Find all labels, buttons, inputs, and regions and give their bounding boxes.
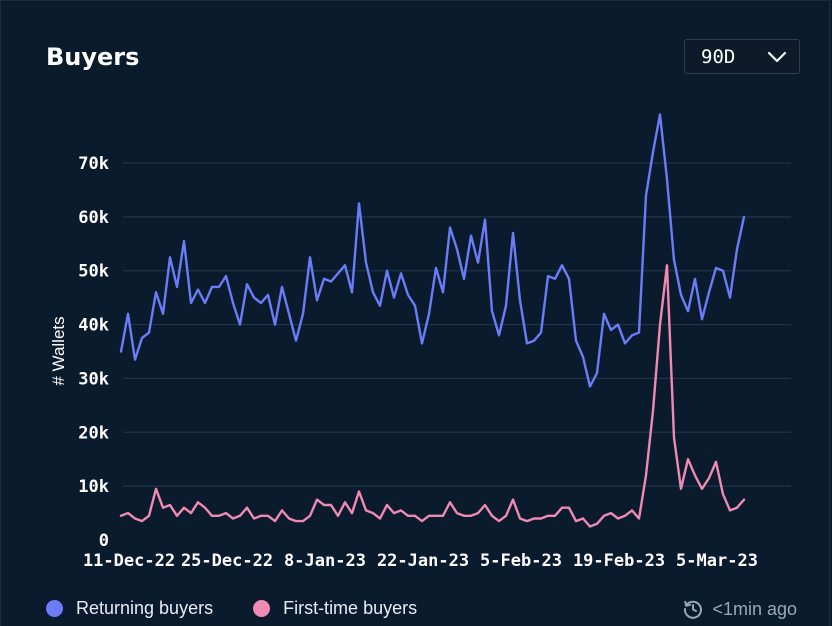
- legend-label-first-time: First-time buyers: [283, 598, 418, 618]
- x-tick-label: 5-Feb-23: [480, 551, 562, 571]
- y-tick-label: 40k: [78, 316, 109, 336]
- returning-buyers-line: [119, 113, 746, 388]
- card-title: Buyers: [46, 43, 140, 71]
- first-time-buyers-line: [119, 264, 746, 528]
- x-tick-label: 22-Jan-23: [377, 551, 469, 571]
- time-range-value: 90D: [701, 46, 736, 68]
- x-tick-label: 5-Mar-23: [676, 551, 758, 571]
- y-axis-title: # Wallets: [49, 316, 68, 385]
- y-tick-label: 0: [99, 531, 109, 551]
- y-tick-label: 30k: [78, 369, 109, 389]
- legend-item-returning[interactable]: Returning buyers: [46, 598, 213, 619]
- x-tick-label: 19-Feb-23: [573, 551, 665, 571]
- buyers-line-chart: 0 10k 20k 30k 40k 50k 60k 70k # Wallets 11-Dec-22…: [49, 113, 791, 571]
- history-clock-icon: [684, 600, 703, 619]
- legend-label-returning: Returning buyers: [76, 598, 214, 618]
- y-tick-label: 70k: [78, 154, 109, 174]
- last-updated: <1min ago: [682, 598, 797, 620]
- y-tick-label: 50k: [78, 262, 109, 282]
- time-range-select[interactable]: 90D: [684, 39, 800, 74]
- returning-buyers-dot-icon: [46, 600, 63, 617]
- first-time-buyers-dot-icon: [253, 600, 271, 617]
- x-tick-label: 11-Dec-22: [83, 551, 175, 571]
- x-tick-label: 25-Dec-22: [181, 551, 273, 571]
- y-tick-label: 10k: [78, 477, 109, 497]
- y-tick-label: 20k: [78, 423, 109, 443]
- legend-item-first-time[interactable]: First-time buyers: [253, 598, 417, 619]
- y-tick-label: 60k: [78, 208, 109, 228]
- last-updated-text: <1min ago: [712, 598, 797, 619]
- chart-legend: Returning buyers First-time buyers: [46, 598, 457, 619]
- x-tick-label: 8-Jan-23: [284, 551, 366, 571]
- chevron-down-icon: [767, 51, 787, 63]
